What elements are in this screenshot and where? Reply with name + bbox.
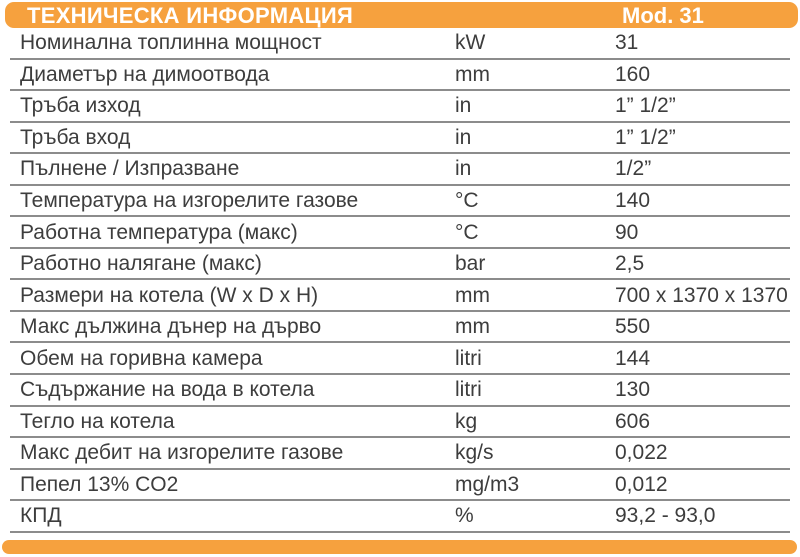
row-value: 31	[615, 31, 639, 55]
row-value: 606	[615, 409, 651, 433]
row-label: Работна температура (макс)	[20, 220, 298, 244]
row-unit: kg	[455, 409, 478, 433]
table-row: Диаметър на димоотвода mm 160	[10, 60, 790, 92]
row-label: Диаметър на димоотвода	[20, 62, 270, 86]
table-row: Макс дебит на изгорелите газове kg/s 0,0…	[10, 438, 790, 470]
row-label: Обем на горивна камера	[20, 346, 263, 370]
spec-table: Номинална топлинна мощност kW 31 Диаметъ…	[10, 28, 790, 533]
row-unit: mm	[455, 283, 490, 307]
row-label: Макс дължина дънер на дърво	[20, 315, 322, 339]
header-bar: ТЕХНИЧЕСКА ИНФОРМАЦИЯ Mod. 31	[5, 2, 798, 28]
row-unit: kW	[455, 31, 486, 55]
footer-bar	[2, 540, 797, 554]
table-row: Пепел 13% CO2 mg/m3 0,012	[10, 470, 790, 502]
table-row: Обем на горивна камера litri 144	[10, 343, 790, 376]
row-value: 1” 1/2”	[615, 94, 676, 118]
page-title: ТЕХНИЧЕСКА ИНФОРМАЦИЯ	[27, 3, 354, 28]
row-value: 0,012	[615, 472, 668, 496]
row-unit: in	[455, 94, 472, 118]
row-value: 140	[615, 189, 651, 212]
table-row: Номинална топлинна мощност kW 31	[10, 28, 790, 60]
row-value: 160	[615, 62, 651, 86]
row-unit: mm	[455, 62, 490, 86]
row-label: Тръба вход	[20, 125, 131, 149]
row-value: 93,2 - 93,0	[615, 504, 716, 528]
table-row: Съдържание на вода в котела litri 130	[10, 375, 790, 407]
row-unit: %	[455, 504, 474, 528]
row-unit: litri	[455, 346, 482, 370]
row-label: Тегло на котела	[20, 409, 175, 433]
row-value: 1” 1/2”	[615, 125, 676, 149]
row-unit: litri	[455, 378, 482, 402]
row-unit: °C	[455, 220, 479, 244]
row-label: Размери на котела (W x D x H)	[20, 283, 319, 307]
model-badge: Mod. 31	[622, 3, 704, 28]
row-value: 1/2”	[615, 157, 652, 181]
row-unit: mm	[455, 315, 490, 339]
row-label: Работно налягане (макс)	[20, 252, 262, 276]
table-row: Тръба изход in 1” 1/2”	[10, 91, 790, 123]
table-row: Температура на изгорелите газове °C 140	[10, 186, 790, 218]
table-row: Тегло на котела kg 606	[10, 407, 790, 439]
row-label: Пълнене / Изпразване	[20, 157, 240, 181]
row-value: 2,5	[615, 252, 645, 276]
table-row: КПД % 93,2 - 93,0	[10, 501, 790, 533]
row-value: 130	[615, 378, 651, 402]
row-unit: bar	[455, 252, 486, 276]
row-unit: °C	[455, 189, 479, 212]
row-label: Температура на изгорелите газове	[20, 189, 359, 212]
row-label: Пепел 13% CO2	[20, 472, 179, 496]
row-label: Съдържание на вода в котела	[20, 378, 315, 402]
table-row: Работна температура (макс) °C 90	[10, 217, 790, 249]
row-unit: in	[455, 157, 472, 181]
row-label: КПД	[20, 504, 62, 528]
row-unit: in	[455, 125, 472, 149]
row-value: 700 x 1370 x 1370	[615, 283, 788, 307]
row-value: 550	[615, 315, 651, 339]
row-value: 90	[615, 220, 639, 244]
table-row: Пълнене / Изпразване in 1/2”	[10, 154, 790, 186]
row-unit: mg/m3	[455, 472, 520, 496]
table-row: Тръба вход in 1” 1/2”	[10, 123, 790, 155]
row-label: Тръба изход	[20, 94, 141, 118]
table-row: Размери на котела (W x D x H) mm 700 x 1…	[10, 280, 790, 312]
row-label: Макс дебит на изгорелите газове	[20, 441, 344, 465]
row-value: 0,022	[615, 441, 668, 465]
row-unit: kg/s	[455, 441, 494, 465]
table-row: Работно налягане (макс) bar 2,5	[10, 249, 790, 281]
row-label: Номинална топлинна мощност	[20, 31, 322, 55]
row-value: 144	[615, 346, 651, 370]
table-row: Макс дължина дънер на дърво mm 550	[10, 312, 790, 344]
